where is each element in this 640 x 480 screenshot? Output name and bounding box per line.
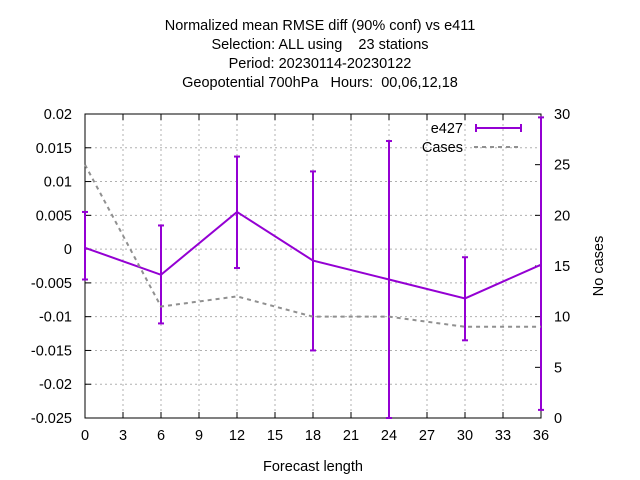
y-tick-label: -0.01 — [39, 310, 72, 326]
y-tick-label: -0.005 — [31, 276, 72, 292]
y-tick-label: 0.01 — [44, 175, 72, 191]
y-tick-label: 0.015 — [36, 141, 72, 157]
series-layer — [82, 116, 544, 419]
y-tick-label: 0.02 — [44, 107, 72, 123]
y2-tick-label: 5 — [554, 360, 562, 376]
x-tick-label: 21 — [343, 428, 359, 444]
legend: e427 Cases — [422, 121, 522, 156]
legend-label: Cases — [422, 140, 463, 156]
chart-title-line-1: Normalized mean RMSE diff (90% conf) vs … — [164, 18, 476, 34]
x-tick-label: 12 — [229, 428, 245, 444]
cases-line — [84, 164, 541, 328]
x-axis-label: Forecast length — [263, 459, 363, 475]
y-tick-label: -0.02 — [39, 377, 72, 393]
chart-title-line-2: Selection: ALL using 23 stations — [211, 37, 429, 53]
y-tick-label: -0.015 — [31, 343, 72, 359]
chart-title-line-3: Period: 20230114-20230122 — [228, 56, 412, 72]
x-tick-label: 15 — [267, 428, 283, 444]
x-tick-label: 9 — [195, 428, 203, 444]
y2-tick-label: 25 — [554, 158, 570, 174]
y-tick-label: 0.005 — [36, 208, 72, 224]
y2-tick-label: 30 — [554, 107, 570, 123]
y2-axis-label: No cases — [591, 236, 607, 296]
x-tick-label: 33 — [495, 428, 511, 444]
y2-tick-label: 20 — [554, 208, 570, 224]
x-tick-label: 36 — [533, 428, 549, 444]
y2-tick-label: 0 — [554, 411, 562, 427]
y2-tick-label: 15 — [554, 259, 570, 275]
x-tick-label: 18 — [305, 428, 321, 444]
x-tick-label: 6 — [157, 428, 165, 444]
x-tick-label: 30 — [457, 428, 473, 444]
x-tick-label: 0 — [81, 428, 89, 444]
legend-label: e427 — [431, 121, 463, 137]
y-tick-label: 0 — [64, 242, 72, 258]
x-tick-label: 24 — [381, 428, 397, 444]
chart-title-line-4: Geopotential 700hPa Hours: 00,06,12,18 — [182, 75, 458, 91]
x-tick-label: 27 — [419, 428, 435, 444]
y-tick-label: -0.025 — [31, 411, 72, 427]
x-tick-label: 3 — [119, 428, 127, 444]
axes: 0 3 6 9 12 15 18 21 24 27 30 33 360.020.0150.010.005… — [31, 107, 607, 475]
y2-tick-label: 10 — [554, 310, 570, 326]
